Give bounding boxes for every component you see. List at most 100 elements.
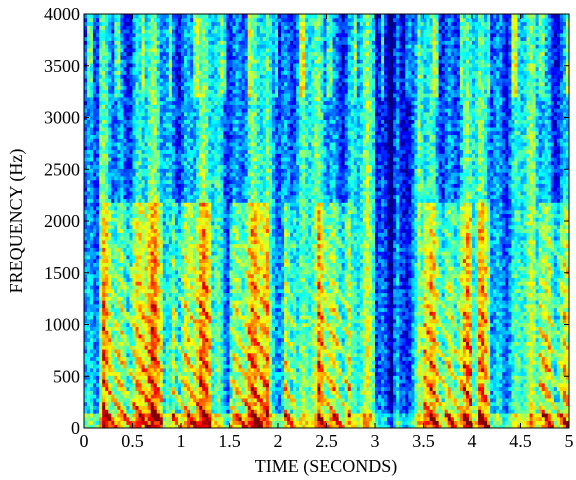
spectrogram-cell: [102, 371, 106, 376]
spectrogram-cell: [214, 254, 218, 260]
spectrogram-cell: [141, 119, 146, 124]
spectrogram-cell: [144, 300, 149, 305]
spectrogram-cell: [132, 288, 137, 294]
spectrogram-cell: [120, 108, 125, 113]
spectrogram-cell: [135, 262, 140, 267]
spectrogram-cell: [96, 190, 100, 196]
spectrogram-cell: [114, 337, 118, 343]
spectrogram-cell: [111, 269, 115, 275]
spectrogram-cell: [111, 179, 115, 184]
spectrogram-cell: [168, 77, 173, 83]
spectrogram-cell: [174, 337, 179, 343]
spectrogram-cell: [187, 318, 191, 324]
spectrogram-cell: [205, 352, 209, 358]
spectrogram-cell: [114, 51, 118, 56]
spectrogram-cell: [193, 89, 197, 94]
spectrogram-cell: [153, 190, 158, 196]
spectrogram-cell: [93, 47, 97, 53]
spectrogram-cell: [202, 424, 206, 428]
spectrogram-cell: [202, 51, 206, 56]
spectrogram-cell: [199, 292, 203, 297]
spectrogram-cell: [138, 14, 143, 19]
spectrogram-cell: [99, 390, 103, 395]
spectrogram-cell: [87, 198, 91, 203]
spectrogram-cell: [129, 205, 134, 211]
spectrogram-cell: [205, 379, 209, 384]
spectrogram-cell: [111, 348, 115, 354]
spectrogram-cell: [150, 59, 155, 64]
spectrogram-cell: [144, 232, 149, 237]
spectrogram-cell: [165, 360, 170, 365]
spectrogram-cell: [159, 21, 164, 26]
spectrogram-cell: [132, 145, 137, 151]
spectrogram-cell: [187, 394, 191, 399]
spectrogram-cell: [187, 100, 191, 105]
spectrogram-cell: [199, 273, 203, 279]
spectrogram-cell: [159, 172, 164, 177]
spectrogram-cell: [193, 55, 197, 60]
spectrogram-cell: [93, 51, 97, 56]
spectrogram-cell: [87, 134, 91, 139]
spectrogram-cell: [193, 232, 197, 237]
spectrogram-cell: [193, 281, 197, 286]
spectrogram-cell: [90, 153, 94, 158]
spectrogram-cell: [217, 416, 222, 422]
spectrogram-cell: [196, 21, 200, 26]
spectrogram-cell: [196, 217, 200, 222]
spectrogram-cell: [132, 29, 137, 34]
spectrogram-cell: [108, 119, 112, 124]
spectrogram-cell: [141, 251, 146, 256]
spectrogram-cell: [129, 32, 134, 38]
spectrogram-cell: [102, 228, 106, 233]
spectrogram-cell: [150, 375, 155, 380]
spectrogram-cell: [159, 126, 164, 132]
spectrogram-cell: [147, 367, 152, 373]
spectrogram-cell: [123, 21, 128, 26]
spectrogram-cell: [102, 288, 106, 294]
spectrogram-cell: [120, 157, 125, 162]
spectrogram-cell: [135, 379, 140, 384]
spectrogram-cell: [102, 352, 106, 358]
spectrogram-cell: [177, 141, 182, 147]
spectrogram-cell: [190, 21, 194, 26]
spectrogram-cell: [159, 420, 164, 425]
spectrogram-cell: [96, 187, 100, 192]
spectrogram-cell: [165, 160, 170, 166]
spectrogram-cell: [102, 168, 106, 173]
spectrogram-cell: [150, 66, 155, 72]
spectrogram-cell: [171, 375, 176, 380]
spectrogram-cell: [132, 386, 137, 391]
spectrogram-cell: [168, 345, 173, 350]
spectrogram-cell: [114, 232, 118, 237]
spectrogram-cell: [123, 36, 128, 41]
spectrogram-cell: [96, 236, 100, 241]
spectrogram-cell: [184, 160, 188, 166]
spectrogram-cell: [123, 364, 128, 369]
spectrogram-cell: [144, 32, 149, 38]
spectrogram-cell: [141, 47, 146, 53]
spectrogram-cell: [171, 243, 176, 248]
spectrogram-cell: [129, 367, 134, 373]
spectrogram-cell: [93, 228, 97, 233]
spectrogram-cell: [135, 36, 140, 41]
spectrogram-cell: [190, 217, 194, 222]
spectrogram-cell: [147, 296, 152, 301]
spectrogram-cell: [147, 138, 152, 143]
spectrogram-cell: [150, 74, 155, 79]
spectrogram-cell: [184, 269, 188, 275]
spectrogram-cell: [117, 29, 121, 34]
spectrogram-cell: [190, 281, 194, 286]
spectrogram-cell: [177, 412, 182, 418]
spectrogram-cell: [187, 337, 191, 343]
spectrogram-cell: [199, 213, 203, 218]
spectrogram-cell: [138, 217, 143, 222]
spectrogram-cell: [114, 375, 118, 380]
spectrogram-cell: [117, 356, 121, 361]
spectrogram-cell: [126, 70, 131, 75]
spectrogram-cell: [159, 153, 164, 158]
spectrogram-cell: [153, 100, 158, 105]
spectrogram-cell: [147, 100, 152, 105]
spectrogram-cell: [105, 213, 109, 218]
spectrogram-cell: [208, 345, 212, 350]
spectrogram-cell: [202, 17, 206, 23]
